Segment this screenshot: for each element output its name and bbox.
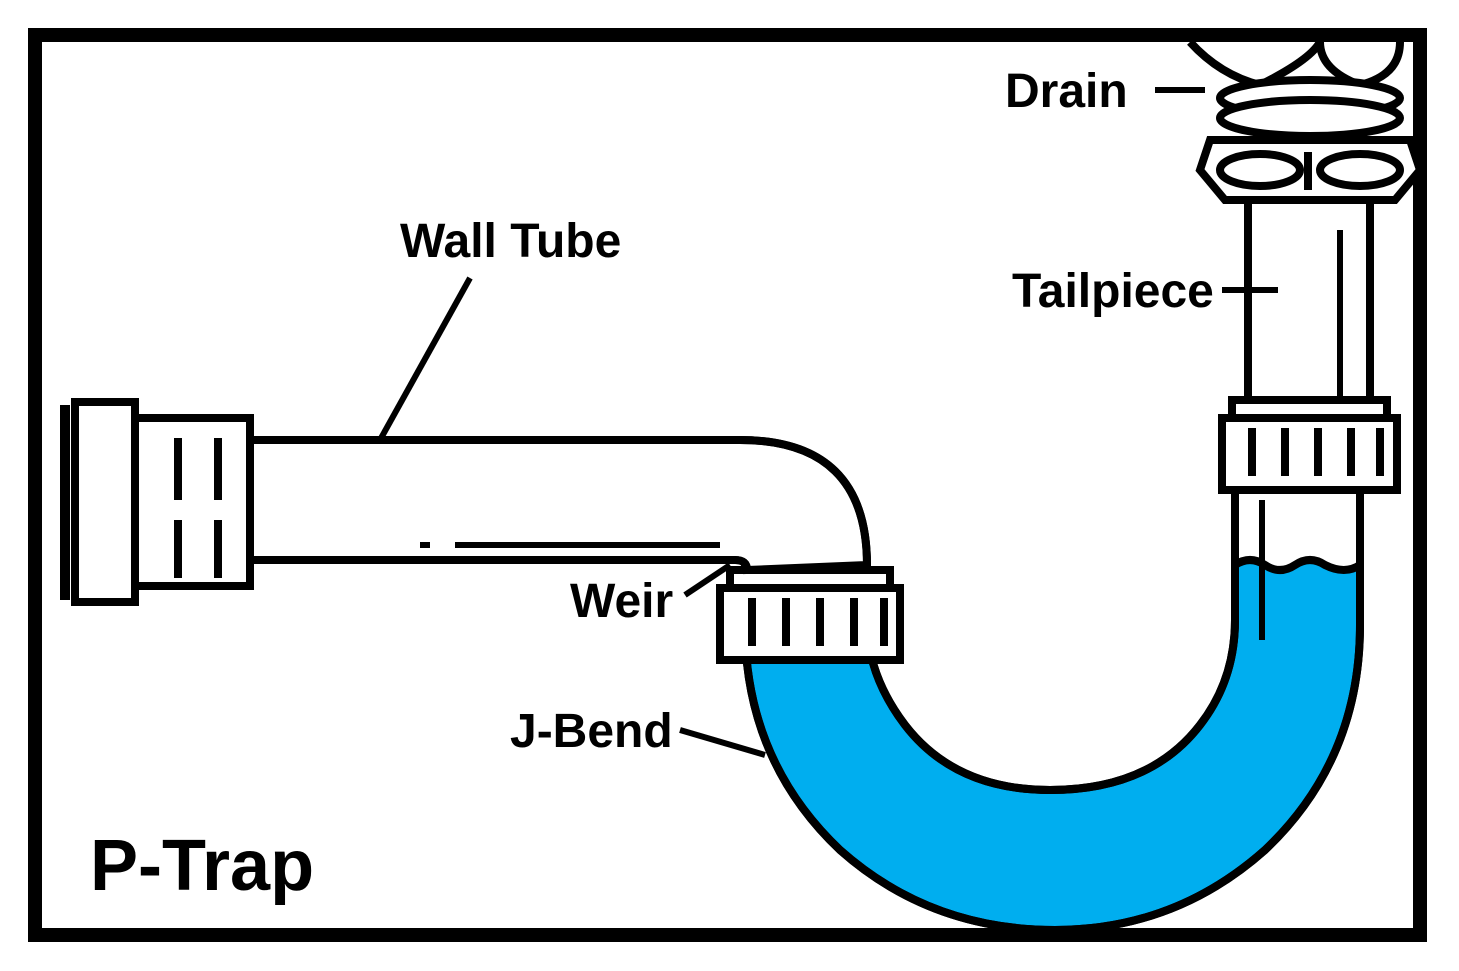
label-jbend: J-Bend <box>510 708 673 756</box>
wall-nut <box>75 402 250 602</box>
label-tailpiece: Tailpiece <box>1012 268 1214 316</box>
slipnut-right <box>1222 400 1397 490</box>
diagram-stage: Drain Tailpiece Wall Tube Weir J-Bend P-… <box>0 0 1459 971</box>
drain-assembly <box>1190 42 1420 200</box>
slipnut-left <box>720 570 900 660</box>
wall-tube <box>165 440 867 570</box>
diagram-title: P-Trap <box>90 830 314 902</box>
label-walltube: Wall Tube <box>400 218 621 266</box>
tailpiece <box>1248 200 1370 418</box>
label-weir: Weir <box>570 578 673 626</box>
label-drain: Drain <box>1005 68 1128 116</box>
